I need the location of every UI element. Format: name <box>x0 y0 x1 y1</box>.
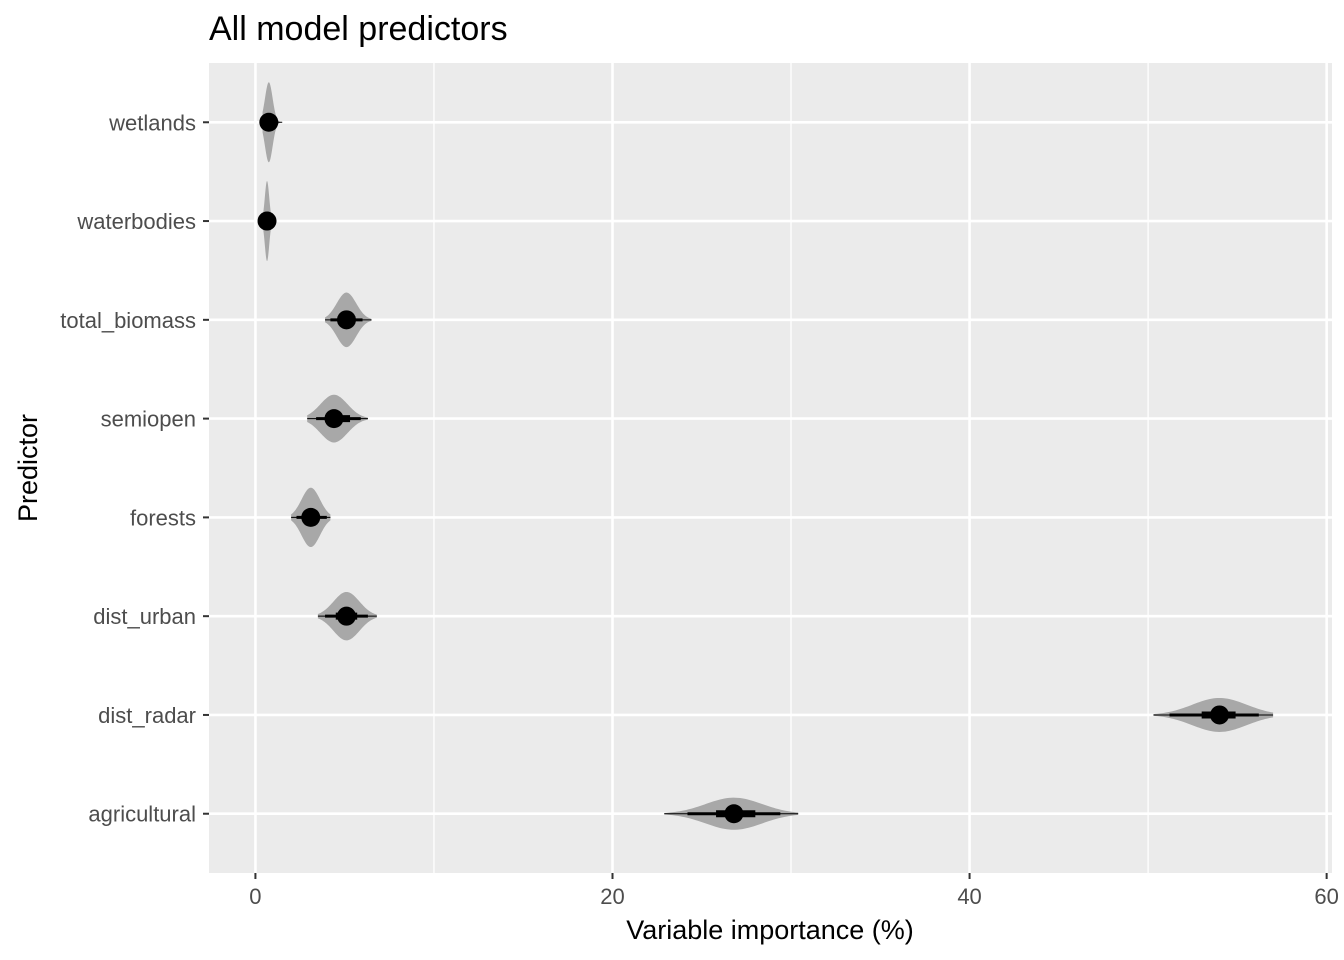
median-point-semiopen <box>324 409 344 429</box>
y-axis: agricultural dist_radar dist_urban forests s… <box>60 110 209 827</box>
y-tick-label: dist_urban <box>93 604 196 629</box>
major-gridlines <box>209 63 1332 873</box>
minor-gridlines <box>433 63 1149 873</box>
y-tick-label: semiopen <box>101 407 196 432</box>
plot-panel <box>209 63 1332 873</box>
y-tick-label: forests <box>130 505 196 530</box>
median-point-total_biomass <box>336 310 356 330</box>
x-tick-label: 0 <box>249 884 261 909</box>
x-axis-title: Variable importance (%) <box>626 915 914 945</box>
median-point-wetlands <box>259 112 279 132</box>
y-tick-label: waterbodies <box>76 209 196 234</box>
median-point-dist_urban <box>336 606 356 626</box>
x-tick-label: 60 <box>1314 884 1338 909</box>
x-tick-label: 20 <box>600 884 624 909</box>
chart-title: All model predictors <box>209 10 508 48</box>
y-tick-label: wetlands <box>108 110 196 135</box>
y-axis-title: Predictor <box>13 414 43 522</box>
data-marks <box>257 82 1274 830</box>
y-tick-label: dist_radar <box>98 703 196 728</box>
x-axis: 0 20 40 60 <box>249 873 1339 909</box>
y-tick-label: agricultural <box>88 802 196 827</box>
median-point-forests <box>301 507 321 527</box>
y-tick-label: total_biomass <box>60 308 196 333</box>
median-point-waterbodies <box>257 211 277 231</box>
median-point-agricultural <box>724 804 744 824</box>
x-tick-label: 40 <box>957 884 981 909</box>
median-point-dist_radar <box>1210 705 1230 725</box>
